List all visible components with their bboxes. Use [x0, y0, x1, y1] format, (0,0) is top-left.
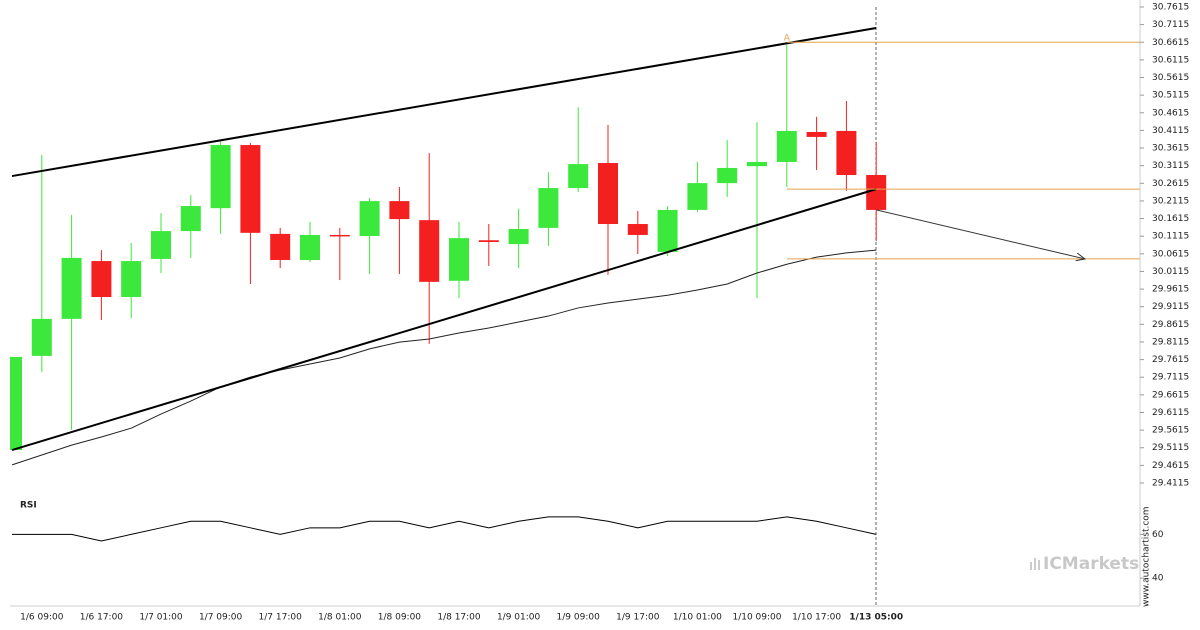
y-tick-label: 30.2615: [1152, 179, 1189, 189]
logo-bar: [1030, 562, 1032, 570]
y-tick-label: 30.5115: [1152, 91, 1189, 101]
candle-body: [180, 206, 201, 232]
y-tick-label: 29.8615: [1152, 320, 1189, 330]
candle-body: [836, 130, 857, 176]
x-tick-label: 1/9 17:00: [616, 613, 660, 623]
candle-body: [776, 130, 797, 162]
y-tick-label: 30.7615: [1152, 3, 1189, 13]
candle-body: [508, 228, 529, 245]
y-tick-label: 29.9615: [1152, 285, 1189, 295]
x-tick-label: 1/7 09:00: [199, 613, 243, 623]
candle-body: [717, 167, 738, 184]
x-tick-label: 1/10 09:00: [732, 613, 781, 623]
x-tick-label: 1/7 01:00: [139, 613, 183, 623]
candle-body: [568, 164, 589, 189]
candle-body: [31, 318, 52, 356]
candle-body: [151, 231, 171, 259]
channel-line: [11, 26, 877, 178]
y-tick-label: 30.5615: [1152, 73, 1189, 83]
plot-area: [10, 26, 887, 542]
y-tick-label: 30.4115: [1152, 126, 1189, 136]
y-tick-label: 29.4615: [1152, 461, 1189, 471]
candle-body: [598, 163, 618, 225]
y-tick-label: 40: [1152, 574, 1164, 584]
logo: ICMarkets: [1030, 554, 1139, 574]
pattern-point-label: A: [784, 33, 791, 43]
y-tick-label: 30.4615: [1152, 108, 1189, 118]
channel-line: [11, 188, 877, 451]
y-tick-label: 30.2115: [1152, 196, 1189, 206]
y-tick-label: 29.6615: [1152, 390, 1189, 400]
logo-bar: [1034, 558, 1036, 570]
y-tick-label: 29.9115: [1152, 302, 1189, 312]
rsi-title: RSI: [20, 501, 37, 511]
x-tick-label: 1/6 17:00: [80, 613, 124, 623]
candle-body: [210, 145, 231, 209]
y-tick-label: 30.0615: [1152, 249, 1189, 259]
x-tick-label: 1/9 01:00: [497, 613, 541, 623]
candle-body: [389, 201, 410, 220]
x-tick-label: 1/8 01:00: [318, 613, 362, 623]
y-tick-label: 29.7615: [1152, 355, 1189, 365]
candle-body: [627, 224, 648, 235]
rsi-line: [12, 516, 877, 542]
candle-body: [866, 175, 887, 210]
candle-body: [10, 356, 22, 451]
y-tick-label: 29.5615: [1152, 426, 1189, 436]
y-tick-label: 29.4115: [1152, 479, 1189, 489]
y-tick-label: 30.0115: [1152, 267, 1189, 277]
y-tick-label: 29.6115: [1152, 408, 1189, 418]
candle-body: [449, 238, 469, 281]
candle-body: [538, 188, 559, 228]
y-tick-label: 30.1615: [1152, 214, 1189, 224]
candle-body: [240, 145, 261, 233]
y-tick-label: 30.3615: [1152, 144, 1189, 154]
x-tick-label: 1/6 09:00: [20, 613, 64, 623]
y-tick-label: 30.7115: [1152, 20, 1189, 30]
candle-body: [300, 234, 320, 260]
candle-body: [747, 161, 767, 167]
candle-body: [61, 257, 82, 319]
y-tick-label: 29.7115: [1152, 373, 1189, 383]
y-tick-label: 30.1115: [1152, 232, 1189, 242]
candle-body: [270, 233, 291, 260]
projection-arrow: [876, 209, 1085, 259]
candle-body: [687, 183, 708, 210]
logo-bar: [1038, 560, 1040, 570]
watermark: www.autochartist.com: [1142, 506, 1152, 607]
y-tick-label: 60: [1152, 530, 1164, 540]
candle-body: [478, 240, 499, 243]
y-tick-label: 30.6615: [1152, 38, 1189, 48]
y-tick-label: 30.3115: [1152, 161, 1189, 171]
x-tick-label: 1/13 05:00: [849, 613, 903, 623]
candle-body: [657, 209, 678, 252]
x-tick-label: 1/7 17:00: [259, 613, 303, 623]
candle-body: [419, 220, 440, 282]
y-tick-label: 29.5115: [1152, 443, 1189, 453]
candle-body: [91, 261, 112, 298]
x-tick-label: 1/8 17:00: [437, 613, 481, 623]
x-tick-label: 1/10 17:00: [792, 613, 841, 623]
candle-body: [121, 261, 142, 298]
candle-body: [806, 131, 827, 137]
y-tick-label: 29.8115: [1152, 337, 1189, 347]
candle-body: [329, 234, 350, 237]
x-tick-label: 1/8 09:00: [378, 613, 422, 623]
x-tick-label: 1/10 01:00: [673, 613, 722, 623]
candle-body: [359, 201, 380, 237]
moving-average: [11, 249, 877, 466]
x-tick-label: 1/9 09:00: [557, 613, 601, 623]
logo-text: ICMarkets: [1043, 554, 1139, 574]
y-tick-label: 30.6115: [1152, 55, 1189, 65]
